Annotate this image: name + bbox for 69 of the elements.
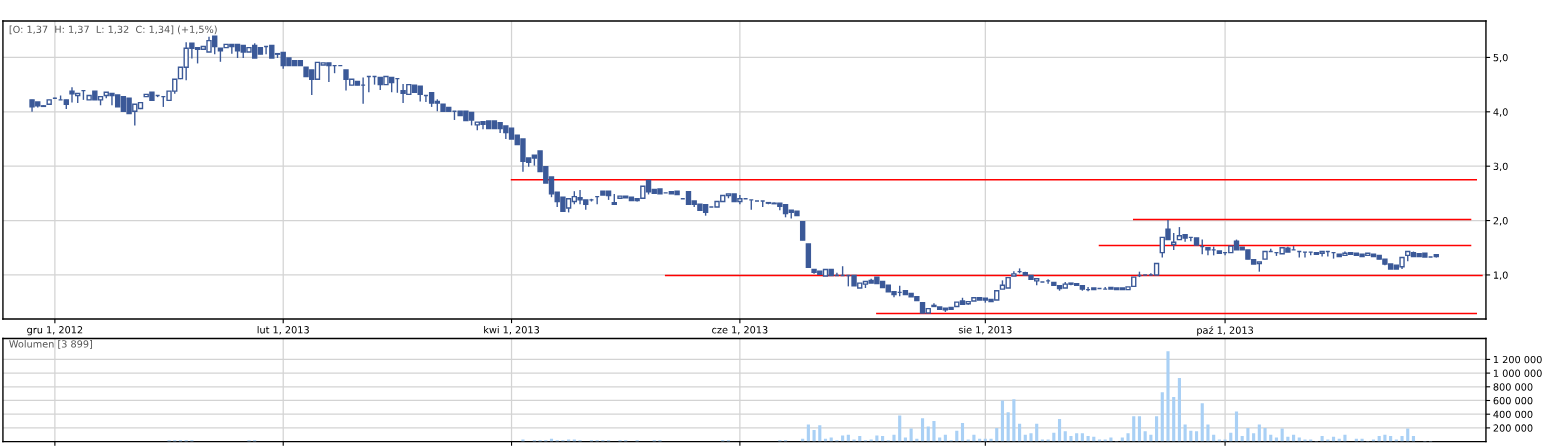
- bar: [1029, 433, 1033, 442]
- bar: [1206, 424, 1210, 442]
- bar: [818, 425, 822, 442]
- bar: [1012, 399, 1016, 442]
- y-tick-label: 1 200 000: [1493, 355, 1542, 364]
- bar: [1000, 400, 1005, 442]
- bar: [1274, 437, 1279, 442]
- bar: [1183, 424, 1187, 442]
- bar: [1246, 427, 1250, 442]
- y-tick-label: 3,0: [1493, 162, 1508, 172]
- bar: [1177, 377, 1181, 442]
- bar: [1080, 433, 1084, 442]
- bar: [932, 421, 936, 442]
- y-tick-label: 2,0: [1493, 217, 1508, 226]
- bar: [841, 435, 845, 442]
- bar: [1132, 416, 1136, 442]
- bar: [1343, 434, 1347, 442]
- bar: [1200, 403, 1204, 442]
- bar: [1126, 433, 1130, 442]
- bar: [1160, 392, 1164, 442]
- annotation: Wolumen [3 899]: [9, 340, 93, 349]
- bar: [1018, 423, 1022, 442]
- y-tick-label: 4,0: [1493, 108, 1508, 117]
- bar: [892, 434, 896, 442]
- x-tick-label: cze 1, 2013: [712, 326, 768, 335]
- bar: [1075, 433, 1079, 442]
- x-tick-label: paź 1, 2013: [1197, 325, 1254, 336]
- bar: [1172, 397, 1176, 442]
- y-tick-label: 200 000: [1493, 424, 1533, 432]
- bar: [960, 423, 965, 442]
- bar: [1035, 423, 1039, 442]
- bar: [1120, 437, 1124, 442]
- bar: [1057, 418, 1062, 442]
- x-tick-label: gru 1, 2012: [27, 326, 83, 336]
- x-tick-label: sie 1, 2013: [958, 325, 1012, 335]
- y-tick-label: 400 000: [1493, 410, 1533, 419]
- y-tick-label: 1 000 000: [1493, 369, 1542, 377]
- bar: [938, 437, 942, 442]
- bar: [1252, 433, 1256, 442]
- candlestick: [805, 243, 812, 269]
- bar: [1194, 431, 1199, 442]
- bar: [1069, 436, 1073, 442]
- x-tick-label: kwi 1, 2013: [484, 325, 539, 335]
- bar: [829, 437, 833, 442]
- y-tick-label: 1,0: [1493, 271, 1508, 280]
- bar: [1006, 412, 1010, 442]
- bar: [1257, 424, 1261, 442]
- y-tick-label: 600 000: [1493, 396, 1533, 405]
- x-tick-label: lut 1, 2013: [257, 325, 309, 335]
- bar: [1063, 431, 1067, 442]
- bar: [1137, 416, 1142, 442]
- bar: [1155, 416, 1159, 442]
- y-tick-label: 800 000: [1493, 383, 1533, 391]
- bar: [806, 424, 810, 442]
- y-tick-label: 5,0: [1493, 53, 1508, 63]
- bar: [1234, 411, 1239, 442]
- candlestick: [799, 220, 806, 241]
- bar: [1166, 351, 1170, 442]
- bar: [1143, 431, 1147, 442]
- bar: [903, 437, 907, 442]
- bar: [920, 418, 925, 442]
- bar: [1400, 436, 1404, 442]
- bar: [1263, 427, 1267, 442]
- annotation: [O: 1,37 H: 1,37 L: 1,32 C: 1,34] (+1,5%): [9, 25, 217, 35]
- bar: [875, 435, 879, 442]
- bar: [995, 427, 999, 442]
- bar: [1109, 437, 1113, 442]
- bar: [898, 415, 902, 442]
- bar: [1297, 437, 1301, 442]
